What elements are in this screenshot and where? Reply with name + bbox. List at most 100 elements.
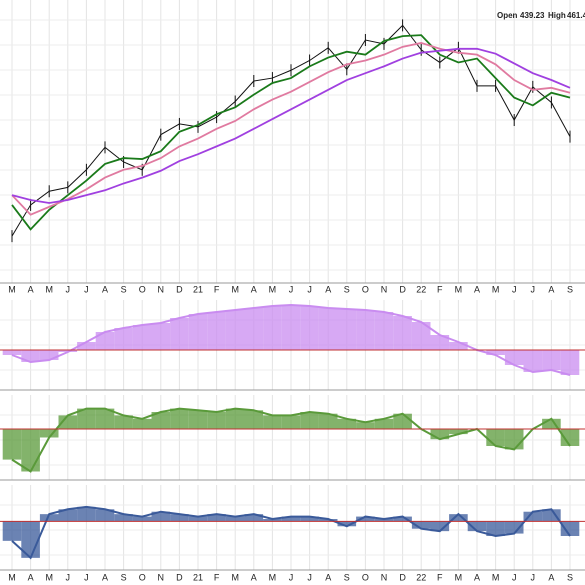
indicator-bar (114, 328, 133, 350)
indicator-bar (114, 415, 133, 429)
indicator-bar (318, 308, 338, 350)
x-tick-label: A (548, 572, 554, 582)
indicator-bar (318, 413, 338, 429)
indicator-bar (374, 312, 394, 350)
x-tick-label: A (251, 284, 257, 294)
x-tick-label: F (214, 284, 220, 294)
indicator-bar (207, 412, 226, 429)
x-tick-label: O (139, 572, 146, 582)
indicator-bar (77, 506, 96, 522)
x-tick-label: J (84, 284, 89, 294)
indicator-bar (374, 519, 394, 522)
indicator-bar (281, 305, 301, 350)
indicator-bar (225, 408, 245, 429)
x-tick-label: M (492, 572, 500, 582)
indicator-bar (318, 519, 338, 522)
indicator-bar (430, 335, 450, 350)
indicator-bar (39, 429, 59, 438)
indicator-bar (58, 509, 78, 522)
indicator-bar (225, 310, 245, 350)
x-tick-label: M (455, 284, 463, 294)
x-tick-label: O (362, 572, 369, 582)
indicator-bar (77, 408, 96, 429)
x-tick-label: M (269, 284, 277, 294)
indicator-bar (2, 429, 22, 460)
indicator-bar (542, 350, 561, 370)
indicator-bar (449, 342, 468, 350)
indicator-bar (151, 511, 171, 522)
x-tick-label: S (344, 572, 350, 582)
high-value: 461.4 (567, 11, 585, 20)
indicator-bar (430, 429, 450, 440)
x-tick-label: A (325, 284, 331, 294)
x-tick-label: N (158, 572, 165, 582)
high-label: High (548, 11, 566, 20)
x-tick-label: N (158, 284, 165, 294)
indicator-bar (2, 350, 22, 355)
indicator-bar (207, 514, 226, 522)
indicator-bar (356, 422, 375, 429)
indicator-bar (281, 516, 301, 522)
indicator-bar (39, 350, 59, 360)
x-tick-label: S (344, 284, 350, 294)
x-tick-label: J (289, 572, 294, 582)
indicator-bar (132, 418, 152, 429)
indicator-bar (225, 516, 245, 522)
indicator-bar (300, 516, 319, 522)
indicator-bar (151, 412, 171, 429)
indicator-bar (542, 509, 561, 522)
x-tick-label: J (66, 572, 71, 582)
indicator-bar (486, 350, 505, 355)
indicator-bar (504, 429, 524, 450)
indicator-bar (281, 415, 301, 429)
indicator-bar (77, 342, 96, 350)
indicator-bar (21, 429, 40, 472)
indicator-bar (300, 412, 319, 429)
indicator-bar (337, 521, 357, 527)
x-tick-label: S (121, 572, 127, 582)
indicator-bar (486, 521, 505, 536)
indicator-bar (300, 306, 319, 350)
x-tick-label: M (8, 572, 16, 582)
x-tick-label: J (66, 284, 71, 294)
indicator-bar (337, 418, 357, 429)
x-tick-label: D (176, 572, 183, 582)
x-tick-label: N (381, 572, 388, 582)
x-tick-label: M (492, 284, 500, 294)
x-tick-label: A (251, 572, 257, 582)
x-tick-label: J (307, 572, 312, 582)
indicator-bar (207, 312, 226, 350)
indicator-bar (560, 429, 580, 446)
indicator-bar (523, 350, 543, 372)
indicator-bar (542, 418, 561, 429)
x-tick-label: J (531, 284, 536, 294)
indicator-bar (467, 521, 487, 532)
x-tick-label: A (28, 284, 34, 294)
x-tick-label: A (474, 572, 480, 582)
indicator-bar (95, 332, 115, 350)
indicator-bar (449, 429, 468, 435)
indicator-bar (523, 511, 543, 522)
indicator-bar (95, 509, 115, 522)
x-tick-label: O (139, 284, 146, 294)
x-tick-label: M (269, 572, 277, 582)
indicator-bar (411, 322, 431, 350)
x-tick-label: A (474, 284, 480, 294)
x-tick-label: 21 (193, 284, 203, 294)
x-tick-label: M (231, 572, 239, 582)
indicator-bar (170, 514, 189, 522)
x-tick-label: D (399, 572, 406, 582)
x-tick-label: A (548, 284, 554, 294)
indicator-bar (411, 521, 431, 529)
x-tick-label: J (307, 284, 312, 294)
x-tick-label: S (121, 284, 127, 294)
indicator-bar (244, 308, 264, 350)
indicator-bar (430, 521, 450, 532)
indicator-bar (170, 318, 189, 350)
x-tick-label: M (45, 284, 53, 294)
x-tick-label: S (567, 572, 573, 582)
x-tick-label: J (531, 572, 536, 582)
series-line (11, 47, 571, 204)
